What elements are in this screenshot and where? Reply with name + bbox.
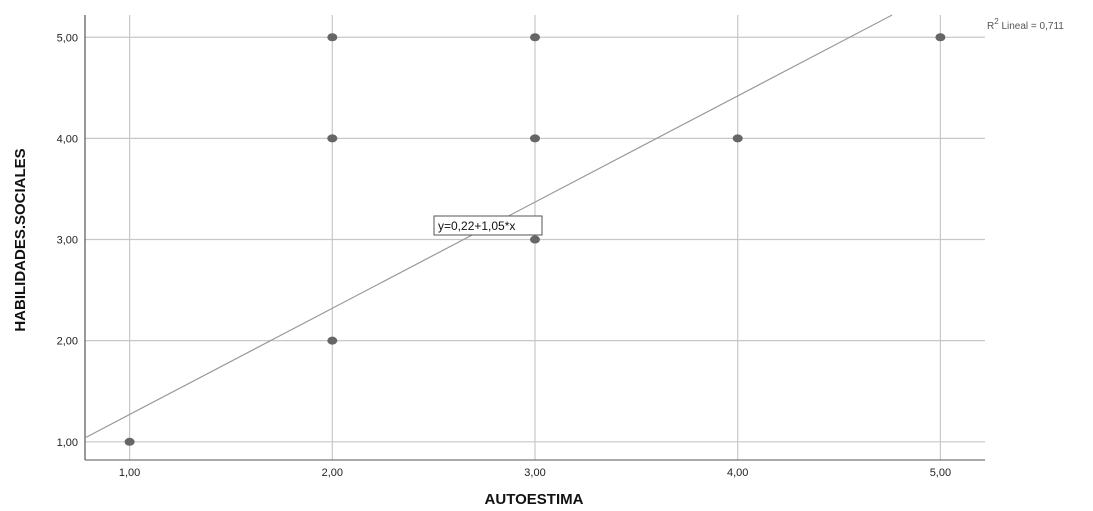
tick-labels: 1,00 2,00 3,00 4,00 5,00 1,00 2,00 3,00 4,00 5,00 (57, 32, 952, 479)
r2-prefix: R (987, 21, 994, 32)
y-axis-title: HABILIDADES.SOCIALES (12, 148, 29, 331)
y-tick-label: 1,00 (57, 437, 78, 449)
x-tick-label: 3,00 (524, 467, 545, 479)
x-tick-label: 2,00 (322, 467, 343, 479)
y-tick-label: 3,00 (57, 235, 78, 247)
data-points (124, 33, 946, 446)
data-point (327, 336, 338, 345)
y-tick-label: 4,00 (57, 133, 78, 145)
y-tick-label: 5,00 (57, 32, 78, 44)
data-point (530, 235, 540, 244)
x-tick-label: 1,00 (119, 467, 140, 479)
data-point (732, 134, 743, 143)
x-axis-title: AUTOESTIMA (485, 491, 584, 508)
r2-superscript: 2 (994, 17, 999, 26)
data-point (327, 134, 338, 143)
fit-equation-label: y=0,22+1,05*x (433, 215, 543, 236)
r-squared-label: R2 Lineal = 0,711 (987, 17, 1064, 32)
x-tick-label: 5,00 (930, 467, 951, 479)
data-point (124, 437, 135, 446)
fit-equation-text: y=0,22+1,05*x (438, 219, 515, 233)
data-point (530, 33, 540, 42)
x-tick-label: 4,00 (727, 467, 748, 479)
r2-rest: Lineal = 0,711 (999, 21, 1065, 32)
data-point (935, 33, 946, 42)
y-tick-label: 2,00 (57, 336, 78, 348)
data-point (327, 33, 338, 42)
data-point (530, 134, 540, 143)
